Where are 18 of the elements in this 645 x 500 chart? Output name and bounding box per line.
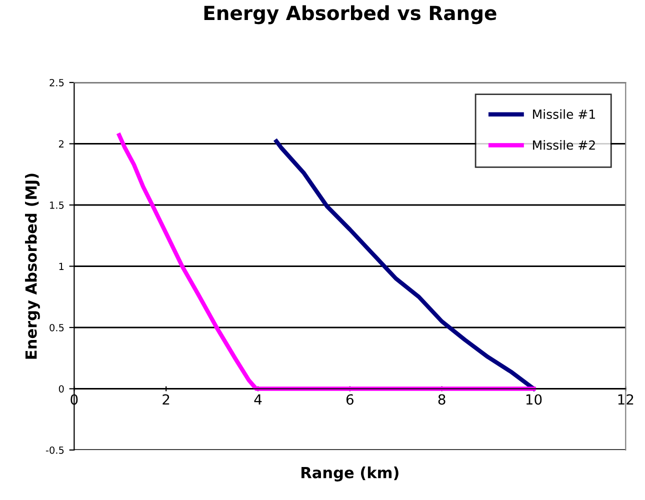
y-tick-label: -0.5 xyxy=(46,446,64,454)
x-axis-title: Range (km) xyxy=(302,466,398,482)
x-tick-label: 10 xyxy=(526,394,542,405)
chart-title: Energy Absorbed vs Range xyxy=(204,5,496,24)
y-tick-label: 1 xyxy=(59,262,64,270)
x-tick-label: 4 xyxy=(254,394,262,405)
x-tick-label: 6 xyxy=(346,394,354,405)
x-tick-label: 8 xyxy=(438,394,446,405)
y-axis-title: Energy Absorbed (MJ) xyxy=(25,174,40,359)
legend-label: Missile #1 xyxy=(533,109,595,119)
x-tick-label: 2 xyxy=(162,394,170,405)
y-tick-label: 2.5 xyxy=(50,78,64,86)
y-tick-label: 0.5 xyxy=(50,324,64,332)
x-tick-label: 12 xyxy=(618,394,634,405)
y-tick-label: 0 xyxy=(58,385,64,393)
legend-label: Missile #2 xyxy=(533,140,595,150)
y-tick-label: 1.5 xyxy=(50,202,64,209)
y-tick-label: 2 xyxy=(58,140,64,148)
